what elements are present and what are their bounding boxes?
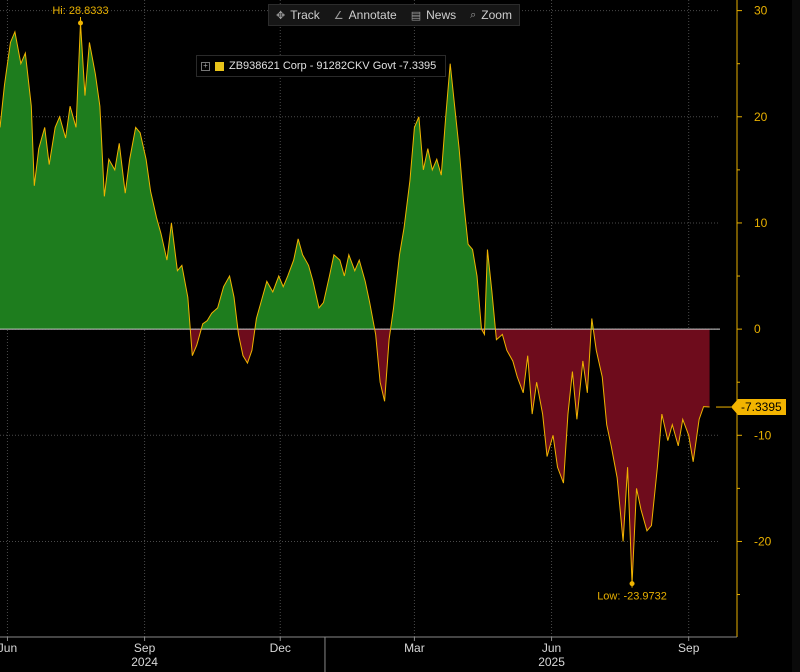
year-label: 2024 xyxy=(131,655,158,669)
news-icon: ▤ xyxy=(410,9,422,22)
zoom-button[interactable]: ⌕ Zoom xyxy=(463,5,519,25)
chart-legend[interactable]: + ZB938621 Corp - 91282CKV Govt -7.3395 xyxy=(196,55,446,77)
y-tick-label: -20 xyxy=(754,534,772,548)
expand-icon[interactable]: + xyxy=(201,61,210,71)
crosshair-icon: ✥ xyxy=(276,9,286,22)
track-label: Track xyxy=(290,8,320,22)
x-tick-label: Dec xyxy=(270,641,291,655)
y-tick-label: -10 xyxy=(754,428,772,442)
zoom-label: Zoom xyxy=(481,8,512,22)
negative-area xyxy=(0,329,710,584)
news-button[interactable]: ▤ News xyxy=(404,5,463,25)
y-tick-label: 20 xyxy=(754,110,768,124)
chart-toolbar: ✥ Track ∠ Annotate ▤ News ⌕ Zoom xyxy=(268,4,520,26)
legend-swatch xyxy=(215,61,224,71)
y-tick-label: 0 xyxy=(754,322,761,336)
side-panel-edge xyxy=(792,0,800,672)
magnifier-icon: ⌕ xyxy=(470,8,477,21)
annotation-marker xyxy=(629,581,635,587)
x-tick-label: Sep xyxy=(134,641,156,655)
x-tick-label: Mar xyxy=(404,641,425,655)
y-tick-label: 10 xyxy=(754,216,768,230)
track-button[interactable]: ✥ Track xyxy=(269,5,327,25)
x-tick-label: Jun xyxy=(542,641,561,655)
pencil-icon: ∠ xyxy=(333,9,344,22)
annotation-marker xyxy=(77,20,83,26)
news-label: News xyxy=(426,8,457,22)
last-value-badge xyxy=(731,399,786,416)
high-annotation: Hi: 28.8333 xyxy=(52,5,108,17)
y-tick-label: 30 xyxy=(754,4,768,18)
x-tick-label: Sep xyxy=(678,641,700,655)
annotate-label: Annotate xyxy=(348,8,397,22)
year-label: 2025 xyxy=(538,655,565,669)
legend-label: ZB938621 Corp - 91282CKV Govt -7.3395 xyxy=(229,60,437,72)
annotate-button[interactable]: ∠ Annotate xyxy=(327,5,404,25)
series-line xyxy=(0,22,710,584)
x-tick-label: Jun xyxy=(0,641,17,655)
positive-area xyxy=(0,23,710,330)
low-annotation: Low: -23.9732 xyxy=(597,591,667,603)
last-value-label: -7.3395 xyxy=(741,400,782,414)
